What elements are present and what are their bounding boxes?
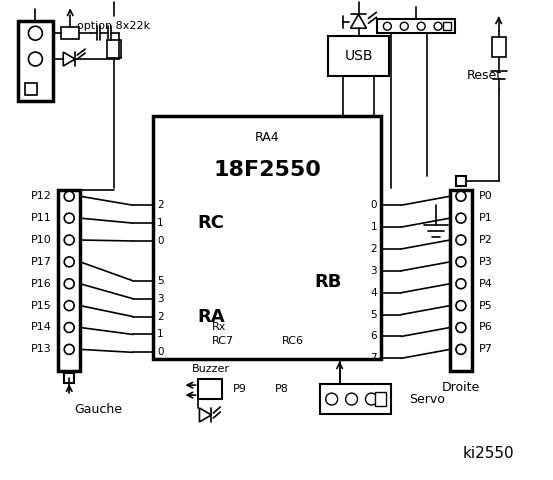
Bar xyxy=(107,40,121,58)
Text: P4: P4 xyxy=(479,279,493,289)
Text: P11: P11 xyxy=(30,213,51,223)
Text: 1: 1 xyxy=(371,222,377,232)
Circle shape xyxy=(64,300,74,311)
Text: P1: P1 xyxy=(479,213,493,223)
Text: P0: P0 xyxy=(479,191,493,201)
Text: P10: P10 xyxy=(30,235,51,245)
Text: 0: 0 xyxy=(157,236,164,246)
Text: 3: 3 xyxy=(371,266,377,276)
Text: P12: P12 xyxy=(30,191,51,201)
Circle shape xyxy=(64,257,74,267)
Circle shape xyxy=(28,26,43,40)
Text: 7: 7 xyxy=(371,353,377,363)
Text: P13: P13 xyxy=(30,344,51,354)
Text: 4: 4 xyxy=(371,288,377,298)
Circle shape xyxy=(64,235,74,245)
Circle shape xyxy=(456,192,466,201)
Bar xyxy=(199,379,222,399)
Text: 0: 0 xyxy=(157,348,164,357)
Text: 6: 6 xyxy=(371,331,377,341)
Circle shape xyxy=(456,235,466,245)
Circle shape xyxy=(64,323,74,333)
Circle shape xyxy=(346,393,358,405)
Text: 1: 1 xyxy=(157,329,164,339)
Text: Gauche: Gauche xyxy=(74,403,122,416)
Bar xyxy=(61,27,79,39)
Circle shape xyxy=(456,279,466,288)
Text: P5: P5 xyxy=(479,300,493,311)
Text: P2: P2 xyxy=(479,235,493,245)
Text: 3: 3 xyxy=(157,294,164,304)
Text: Servo: Servo xyxy=(409,393,445,406)
Circle shape xyxy=(456,344,466,354)
Circle shape xyxy=(64,279,74,288)
Text: 2: 2 xyxy=(157,312,164,322)
Bar xyxy=(443,22,451,30)
Bar xyxy=(320,384,392,414)
Text: 2: 2 xyxy=(371,244,377,254)
Bar xyxy=(492,37,505,57)
Circle shape xyxy=(456,257,466,267)
Circle shape xyxy=(417,22,425,30)
Text: Reset: Reset xyxy=(467,70,502,83)
Text: 1: 1 xyxy=(157,218,164,228)
Text: Buzzer: Buzzer xyxy=(191,364,229,374)
Bar xyxy=(18,21,53,101)
Bar xyxy=(64,373,74,383)
Bar xyxy=(25,83,38,95)
Text: RA: RA xyxy=(197,308,225,325)
Circle shape xyxy=(456,300,466,311)
Text: P3: P3 xyxy=(479,257,493,267)
Bar xyxy=(450,190,472,371)
Text: 2: 2 xyxy=(157,200,164,210)
Circle shape xyxy=(366,393,377,405)
Bar xyxy=(153,116,382,360)
Text: P9: P9 xyxy=(233,384,247,394)
Text: RA4: RA4 xyxy=(255,131,279,144)
Text: P7: P7 xyxy=(479,344,493,354)
Bar xyxy=(58,190,80,371)
Bar xyxy=(377,19,455,33)
Text: P6: P6 xyxy=(479,323,493,333)
Text: 18F2550: 18F2550 xyxy=(213,160,321,180)
Text: RC: RC xyxy=(197,214,225,232)
Circle shape xyxy=(64,213,74,223)
Text: 5: 5 xyxy=(157,276,164,286)
Text: RC6: RC6 xyxy=(282,336,304,347)
Circle shape xyxy=(28,52,43,66)
Circle shape xyxy=(383,22,392,30)
Bar xyxy=(375,392,387,406)
Text: Rx: Rx xyxy=(212,323,227,333)
Text: P15: P15 xyxy=(30,300,51,311)
Circle shape xyxy=(64,344,74,354)
Text: RB: RB xyxy=(314,273,342,291)
Circle shape xyxy=(326,393,338,405)
Circle shape xyxy=(400,22,408,30)
Text: USB: USB xyxy=(345,49,373,63)
Bar xyxy=(328,36,389,76)
Text: P8: P8 xyxy=(275,384,289,394)
Circle shape xyxy=(434,22,442,30)
Text: RC7: RC7 xyxy=(212,336,234,347)
Text: P14: P14 xyxy=(30,323,51,333)
Circle shape xyxy=(64,192,74,201)
Circle shape xyxy=(456,323,466,333)
Circle shape xyxy=(456,213,466,223)
Text: ki2550: ki2550 xyxy=(463,446,515,461)
Bar xyxy=(456,176,466,186)
Text: P17: P17 xyxy=(30,257,51,267)
Text: option 8x22k: option 8x22k xyxy=(77,21,150,31)
Text: P16: P16 xyxy=(30,279,51,289)
Text: 5: 5 xyxy=(371,310,377,320)
Text: Droite: Droite xyxy=(442,381,480,394)
Text: 0: 0 xyxy=(371,200,377,210)
